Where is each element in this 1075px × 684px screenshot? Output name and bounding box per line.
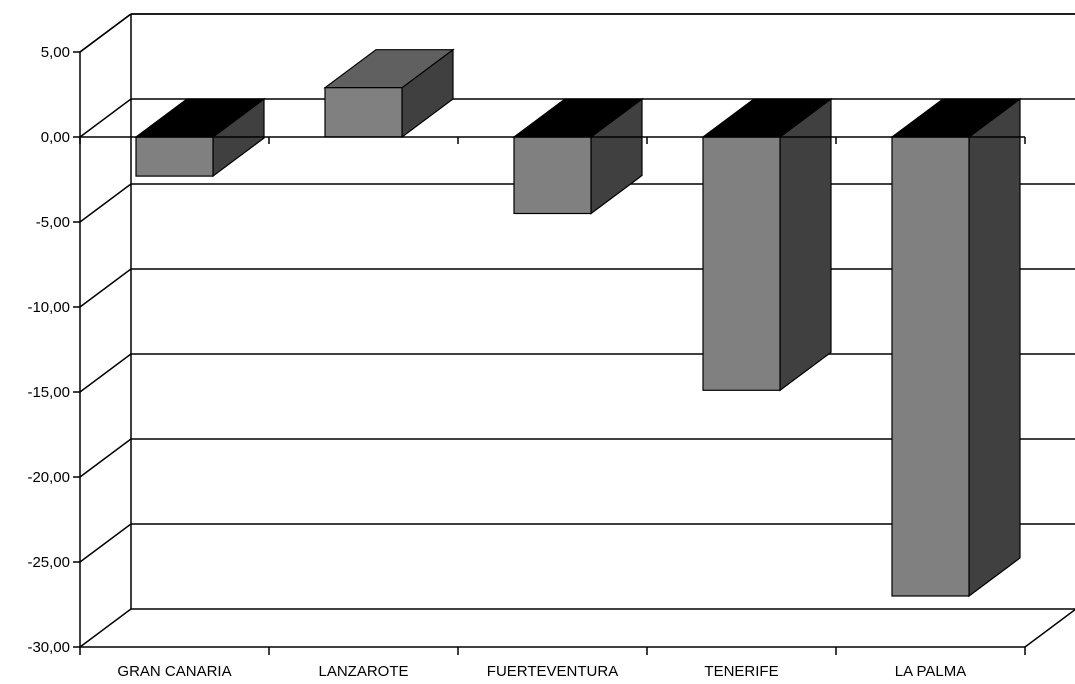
bar-front <box>324 87 403 138</box>
bar-front <box>135 136 214 177</box>
bar-tenerife <box>701 97 833 392</box>
bar-la-palma <box>890 97 1022 598</box>
bar-lanzarote <box>323 48 455 139</box>
y-tick-label: -5,00 <box>36 214 70 231</box>
bar-fuerteventura <box>512 97 644 215</box>
gridline-side <box>79 183 132 223</box>
x-tick-label: TENERIFE <box>704 663 778 680</box>
x-tick-label: FUERTEVENTURA <box>487 663 618 680</box>
gridline-side <box>79 523 132 563</box>
x-tick-label: LA PALMA <box>895 663 966 680</box>
x-tick-label: LANZAROTE <box>318 663 408 680</box>
y-tick-label: -25,00 <box>27 554 70 571</box>
bars <box>134 48 1022 598</box>
bar-front <box>513 136 592 215</box>
x-axis-ticks: GRAN CANARIA LANZAROTE FUERTEVENTURA TENERI… <box>79 647 1026 680</box>
bar-front <box>702 136 781 391</box>
x-tick-label: GRAN CANARIA <box>117 663 231 680</box>
bar-side <box>779 97 832 392</box>
gridline-side <box>79 608 132 648</box>
y-tick-label: -10,00 <box>27 299 70 316</box>
y-tick-label: 0,00 <box>41 129 70 146</box>
gridline-side <box>79 13 132 53</box>
y-tick-label: -20,00 <box>27 469 70 486</box>
y-axis-ticks: 5,00 0,00 -5,00 -10,00 -15,00 -20,00 -25,00 -30… <box>27 44 80 656</box>
y-tick-label: -30,00 <box>27 639 70 656</box>
gridline-side <box>79 98 132 138</box>
gridline-side <box>79 353 132 393</box>
floor-right-edge <box>1024 608 1075 648</box>
gridline-side <box>79 438 132 478</box>
gridline-side <box>79 268 132 308</box>
bar-side <box>968 97 1021 598</box>
bar-front <box>891 136 970 597</box>
y-tick-label: 5,00 <box>41 44 70 61</box>
axes <box>79 52 1026 648</box>
y-tick-label: -15,00 <box>27 384 70 401</box>
